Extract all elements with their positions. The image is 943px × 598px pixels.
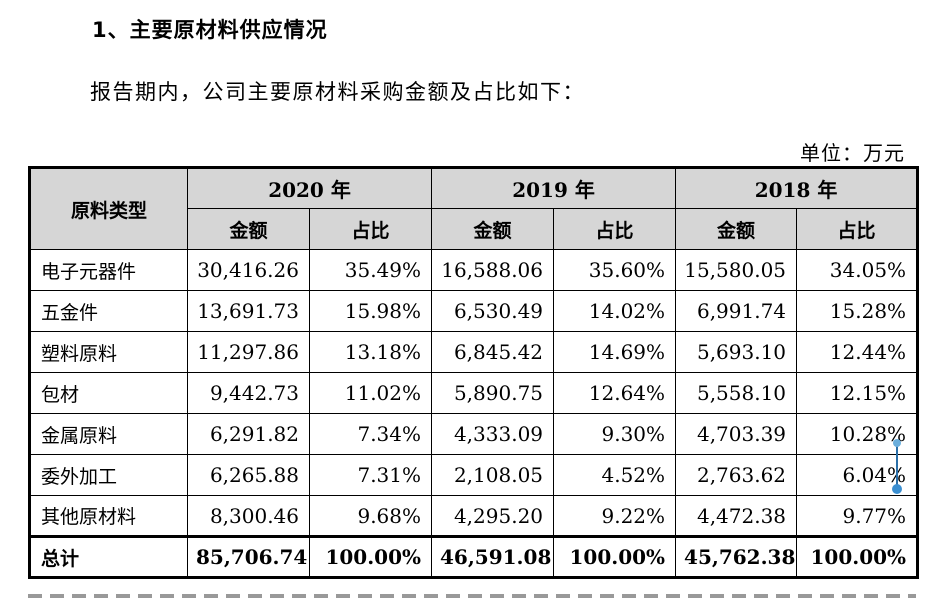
total-value: 46,591.08 (431, 535, 555, 578)
row-name: 塑料原料 (29, 331, 188, 373)
cell-value: 4,333.09 (431, 413, 555, 455)
cell-value: 9.22% (553, 495, 677, 537)
row-name: 委外加工 (29, 454, 188, 496)
cell-value: 5,558.10 (675, 372, 798, 414)
intro-paragraph: 报告期内，公司主要原材料采购金额及占比如下： (90, 80, 585, 104)
cell-value: 12.15% (796, 372, 919, 414)
table-row: 五金件 13,691.73 15.98% 6,530.49 14.02% 6,9… (29, 290, 919, 332)
cell-value: 35.49% (308, 249, 433, 291)
section-heading: 1、主要原材料供应情况 (92, 18, 328, 42)
unit-label: 单位：万元 (800, 141, 905, 165)
cell-value: 13.18% (308, 331, 433, 373)
ratio-header: 占比 (553, 208, 677, 250)
cell-value: 5,693.10 (675, 331, 798, 373)
row-name: 包材 (29, 372, 188, 414)
text-cursor-marker[interactable] (892, 439, 902, 494)
cell-value: 7.31% (308, 454, 433, 496)
total-value: 100.00% (553, 535, 677, 578)
cell-value: 6,291.82 (187, 413, 310, 455)
raw-material-table: 原料类型 2020 年 2019 年 2018 年 金额 占比 金额 占比 金额… (28, 166, 920, 579)
cell-value: 14.02% (553, 290, 677, 332)
cell-value: 30,416.26 (187, 249, 310, 291)
cell-value: 15,580.05 (675, 249, 798, 291)
next-line-cutoff (28, 594, 916, 598)
cell-value: 7.34% (308, 413, 433, 455)
cell-value: 13,691.73 (187, 290, 310, 332)
amount-header: 金额 (431, 208, 555, 250)
cell-value: 34.05% (796, 249, 919, 291)
ratio-header: 占比 (796, 208, 919, 250)
header-row-years: 原料类型 2020 年 2019 年 2018 年 (29, 167, 919, 250)
cell-value: 5,890.75 (431, 372, 555, 414)
ratio-header: 占比 (308, 208, 433, 250)
cell-value: 15.98% (308, 290, 433, 332)
row-name: 金属原料 (29, 413, 188, 455)
cell-value: 35.60% (553, 249, 677, 291)
cell-value: 9.30% (553, 413, 677, 455)
cell-value: 4,472.38 (675, 495, 798, 537)
year-header-2018: 2018 年 (675, 167, 919, 209)
cell-value: 2,763.62 (675, 454, 798, 496)
cell-value: 12.64% (553, 372, 677, 414)
total-value: 100.00% (796, 535, 919, 578)
cell-value: 15.28% (796, 290, 919, 332)
total-row: 总计 85,706.74 100.00% 46,591.08 100.00% 4… (29, 535, 919, 578)
table-row: 金属原料 6,291.82 7.34% 4,333.09 9.30% 4,703… (29, 413, 919, 455)
row-name: 其他原材料 (29, 495, 188, 537)
cell-value: 16,588.06 (431, 249, 555, 291)
table-row: 包材 9,442.73 11.02% 5,890.75 12.64% 5,558… (29, 372, 919, 414)
total-value: 100.00% (308, 535, 433, 578)
header-row-metrics: 金额 占比 金额 占比 金额 占比 (30, 208, 919, 250)
amount-header: 金额 (187, 208, 310, 250)
cell-value: 9.77% (796, 495, 919, 537)
table-row: 其他原材料 8,300.46 9.68% 4,295.20 9.22% 4,47… (29, 495, 919, 537)
cell-value: 9.68% (308, 495, 433, 537)
cell-value: 12.44% (796, 331, 919, 373)
year-header-2020: 2020 年 (186, 167, 433, 209)
type-header: 原料类型 (29, 167, 188, 250)
cell-value: 11.02% (308, 372, 433, 414)
table-row: 委外加工 6,265.88 7.31% 2,108.05 4.52% 2,763… (29, 454, 919, 496)
cell-value: 6,845.42 (431, 331, 555, 373)
cell-value: 9,442.73 (187, 372, 310, 414)
cell-value: 14.69% (553, 331, 677, 373)
cell-value: 6,265.88 (187, 454, 310, 496)
cell-value: 4,703.39 (675, 413, 798, 455)
table-row: 电子元器件 30,416.26 35.49% 16,588.06 35.60% … (29, 249, 919, 291)
row-name: 五金件 (29, 290, 188, 332)
cell-value: 11,297.86 (187, 331, 310, 373)
total-value: 45,762.38 (675, 535, 798, 578)
cell-value: 4,295.20 (431, 495, 555, 537)
table-row: 塑料原料 11,297.86 13.18% 6,845.42 14.69% 5,… (29, 331, 919, 373)
cell-value: 2,108.05 (431, 454, 555, 496)
row-name: 电子元器件 (29, 249, 188, 291)
cell-value: 8,300.46 (187, 495, 310, 537)
cell-value: 4.52% (553, 454, 677, 496)
year-header-2019: 2019 年 (431, 167, 677, 209)
amount-header: 金额 (675, 208, 798, 250)
cell-value: 6,530.49 (431, 290, 555, 332)
total-label: 总计 (29, 535, 188, 578)
total-value: 85,706.74 (187, 535, 310, 578)
cell-value: 6,991.74 (675, 290, 798, 332)
